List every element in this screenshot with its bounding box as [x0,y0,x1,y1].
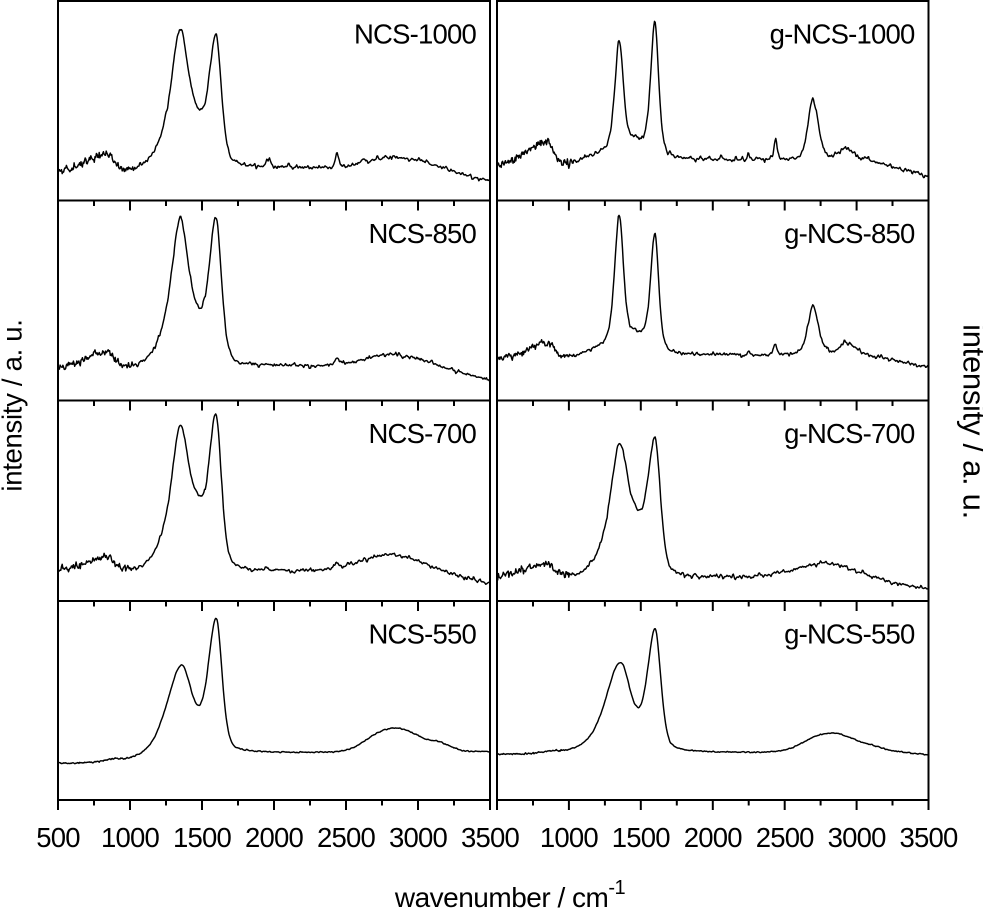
svg-text:NCS-1000: NCS-1000 [354,19,477,50]
svg-text:3000: 3000 [828,822,886,853]
svg-text:1000: 1000 [540,822,598,853]
svg-text:1500: 1500 [173,822,231,853]
svg-text:1500: 1500 [612,822,670,853]
svg-text:2000: 2000 [245,822,303,853]
svg-text:NCS-700: NCS-700 [368,418,476,449]
svg-text:2500: 2500 [756,822,814,853]
svg-text:NCS-550: NCS-550 [368,619,476,650]
svg-text:2000: 2000 [684,822,742,853]
svg-text:g-NCS-1000: g-NCS-1000 [770,19,915,50]
svg-text:3000: 3000 [389,822,447,853]
svg-text:2500: 2500 [317,822,375,853]
svg-text:intensity / a. u.: intensity / a. u. [957,324,983,519]
svg-text:3500: 3500 [461,822,519,853]
svg-text:3500: 3500 [900,822,958,853]
svg-text:g-NCS-550: g-NCS-550 [784,619,915,650]
svg-text:NCS-850: NCS-850 [368,218,476,249]
svg-text:intensity / a. u.: intensity / a. u. [0,319,28,491]
svg-text:g-NCS-850: g-NCS-850 [784,218,915,249]
svg-text:g-NCS-700: g-NCS-700 [784,418,915,449]
svg-text:1000: 1000 [101,822,159,853]
svg-text:500: 500 [36,822,80,853]
svg-text:wavenumber / cm-1: wavenumber / cm-1 [394,877,626,908]
